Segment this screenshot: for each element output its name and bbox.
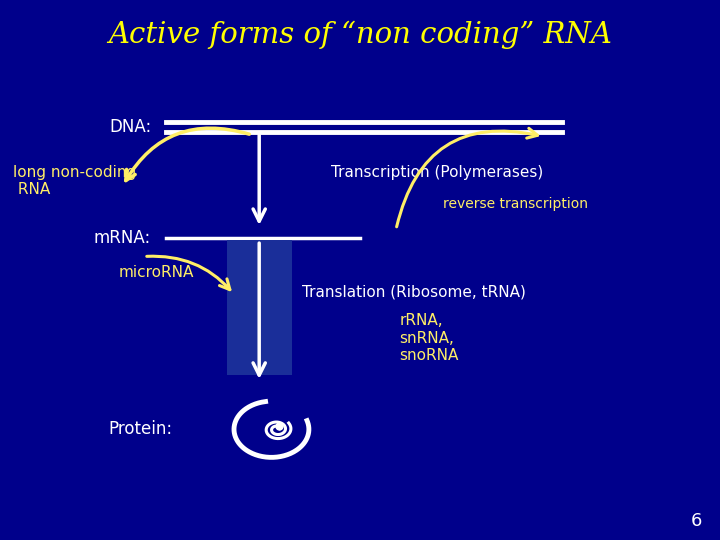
Text: Active forms of “non coding” RNA: Active forms of “non coding” RNA (108, 21, 612, 49)
Bar (227, 240, 292, 375)
FancyArrowPatch shape (397, 129, 538, 227)
FancyArrowPatch shape (147, 256, 230, 289)
Text: Protein:: Protein: (109, 420, 173, 438)
Text: Translation (Ribosome, tRNA): Translation (Ribosome, tRNA) (302, 284, 526, 299)
Text: Transcription (Polymerases): Transcription (Polymerases) (331, 165, 544, 180)
Text: rRNA,
snRNA,
snoRNA: rRNA, snRNA, snoRNA (400, 313, 459, 363)
Text: microRNA: microRNA (119, 265, 194, 280)
Text: DNA:: DNA: (109, 118, 151, 136)
Text: long non-coding
 RNA: long non-coding RNA (13, 165, 136, 197)
Text: mRNA:: mRNA: (94, 228, 151, 247)
Text: 6: 6 (690, 512, 702, 530)
FancyArrowPatch shape (126, 128, 249, 180)
Text: reverse transcription: reverse transcription (443, 197, 588, 211)
